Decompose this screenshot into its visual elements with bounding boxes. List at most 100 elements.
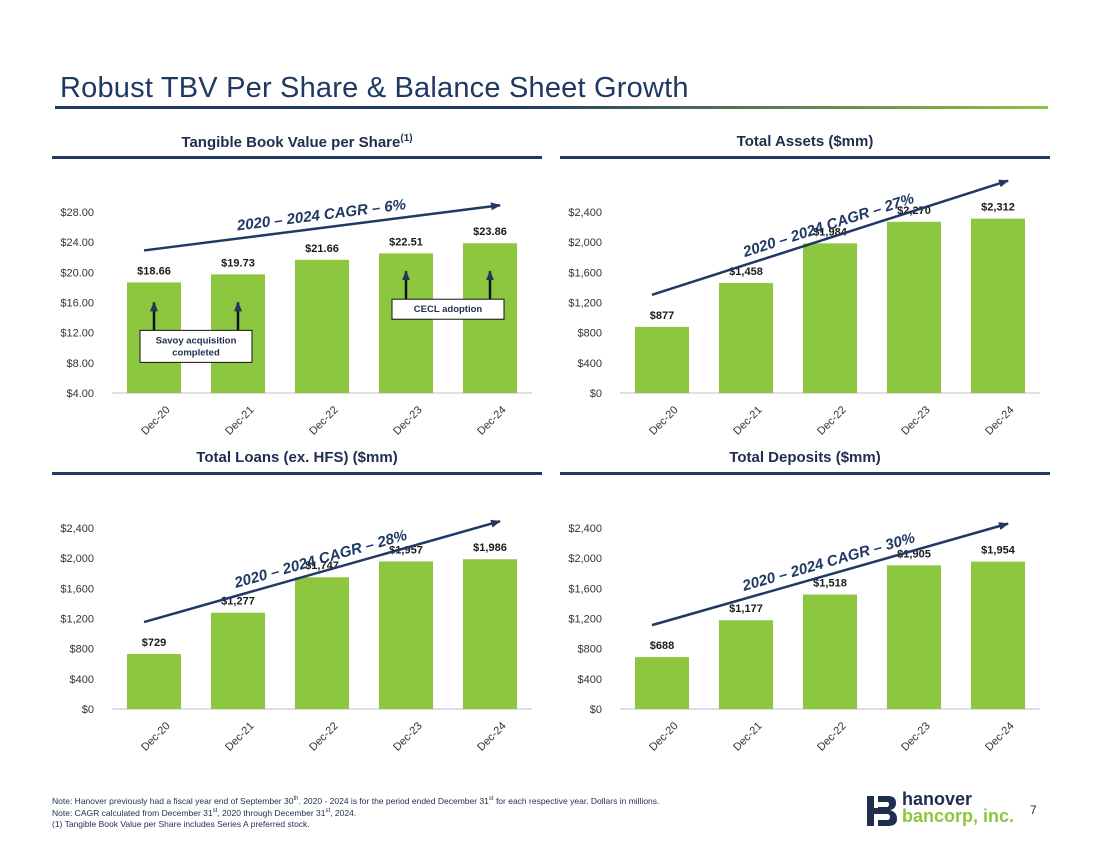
bar	[463, 559, 517, 709]
bar	[719, 283, 773, 393]
x-tick-label: Dec-23	[899, 720, 933, 754]
footnote-line: Note: CAGR calculated from December 31st…	[52, 806, 659, 818]
annotation-label-line: completed	[172, 347, 220, 358]
y-tick-label: $1,600	[60, 583, 94, 595]
bar-value-label: $688	[650, 640, 674, 652]
y-tick-label: $2,000	[568, 237, 602, 249]
y-tick-label: $8.00	[66, 358, 94, 370]
y-tick-label: $0	[82, 704, 94, 716]
footnote-sup: st	[488, 796, 494, 802]
y-tick-label: $2,400	[568, 207, 602, 219]
page-title: Robust TBV Per Share & Balance Sheet Gro…	[60, 72, 689, 104]
chart-title-text: Tangible Book Value per Share	[181, 134, 401, 151]
bar	[295, 259, 349, 393]
logo-line-1: hanover	[902, 789, 973, 809]
bar-value-label: $877	[650, 310, 674, 322]
cagr-trend-arrow	[651, 522, 1009, 627]
bar	[803, 594, 857, 709]
cagr-trend-arrow	[651, 179, 1009, 297]
annotation-label-line: Savoy acquisition	[156, 335, 237, 346]
bar-value-label: $1,954	[981, 545, 1016, 557]
x-tick-label: Dec-22	[815, 720, 849, 754]
x-tick-label: Dec-20	[139, 404, 173, 438]
y-tick-label: $1,600	[568, 267, 602, 279]
chart-title-text: Total Assets ($mm)	[736, 133, 874, 150]
bar	[971, 218, 1025, 393]
x-tick-label: Dec-24	[983, 720, 1017, 754]
footnote-text: Note: CAGR calculated from December 31	[52, 808, 213, 819]
bar	[379, 561, 433, 709]
bar	[127, 654, 181, 709]
y-tick-label: $0	[590, 388, 602, 400]
annotation-label-line: CECL adoption	[414, 304, 483, 315]
annotation-box	[391, 298, 505, 320]
chart-title-footnote: (1)	[400, 133, 413, 144]
footnote-sup: th	[293, 796, 299, 802]
hanover-logo: hanover bancorp, inc.	[866, 789, 1016, 829]
y-tick-label: $28.00	[60, 207, 94, 219]
page-number: 7	[1030, 803, 1037, 817]
annotation-label: CECL adoption	[414, 304, 483, 315]
footnote-line: (1) Tangible Book Value per Share includ…	[52, 819, 659, 830]
total-assets-chart: $0 $400 $800 $1,200 $1,600 $2,000 $2,400 $877 De…	[568, 179, 1040, 438]
x-tick-label: Dec-20	[139, 720, 173, 754]
x-tick-label: Dec-21	[223, 720, 257, 754]
y-tick-label: $0	[590, 704, 602, 716]
bar	[971, 561, 1025, 709]
bar-value-label: $19.73	[221, 257, 255, 269]
bar-value-label: $22.51	[389, 236, 423, 248]
footnote-text: Note: Hanover previously had a fiscal ye…	[52, 795, 294, 806]
cagr-trend-arrow	[143, 202, 501, 252]
y-tick-label: $800	[70, 644, 94, 656]
y-tick-label: $20.00	[60, 267, 94, 279]
bar	[295, 577, 349, 709]
x-tick-label: Dec-22	[815, 404, 849, 438]
bar	[719, 620, 773, 709]
y-tick-label: $1,200	[568, 298, 602, 310]
total-deposits-chart-panel: Total Deposits ($mm) $0 $400 $800 $1,200 $1,…	[560, 449, 1050, 769]
logo-line-2: bancorp, inc.	[902, 806, 1015, 826]
bar-value-label: $2,312	[981, 202, 1015, 214]
chart-title: Total Assets ($mm)	[560, 133, 1050, 150]
y-tick-label: $800	[578, 328, 602, 340]
x-tick-label: Dec-21	[731, 404, 765, 438]
chart-title: Total Loans (ex. HFS) ($mm)	[52, 449, 542, 466]
chart-title: Tangible Book Value per Share(1)	[52, 133, 542, 151]
x-tick-label: Dec-23	[391, 404, 425, 438]
footnote-sup: st	[325, 808, 331, 815]
y-tick-label: $800	[578, 644, 602, 656]
y-tick-label: $400	[70, 674, 94, 686]
bar-value-label: $1,986	[473, 542, 507, 554]
y-tick-label: $1,600	[568, 583, 602, 595]
hanover-logo-mark-icon	[867, 796, 897, 826]
x-tick-label: Dec-20	[647, 720, 681, 754]
y-tick-label: $1,200	[568, 614, 602, 626]
bar	[887, 565, 941, 709]
x-tick-label: Dec-22	[307, 404, 341, 438]
bar	[635, 326, 689, 393]
x-tick-label: Dec-20	[647, 404, 681, 438]
tbv-chart: $4.00 $8.00 $12.00 $16.00 $20.00 $24.00 $28.00…	[60, 196, 532, 438]
footnotes: Note: Hanover previously had a fiscal ye…	[52, 794, 659, 829]
x-tick-label: Dec-24	[983, 404, 1017, 438]
bar	[211, 612, 265, 709]
total-loans-chart-panel: Total Loans (ex. HFS) ($mm) $0 $400 $800 $1…	[52, 449, 542, 769]
bar	[803, 243, 857, 393]
footnote-text: , 2024.	[330, 808, 357, 819]
total-deposits-chart: $0 $400 $800 $1,200 $1,600 $2,000 $2,400 $688 De…	[568, 522, 1040, 754]
total-loans-chart: $0 $400 $800 $1,200 $1,600 $2,000 $2,400 $729 De…	[60, 519, 532, 754]
bar-value-label: $18.66	[137, 265, 171, 277]
bar-value-label: $21.66	[305, 243, 339, 255]
chart-title-text: Total Loans (ex. HFS) ($mm)	[196, 449, 398, 466]
x-tick-label: Dec-21	[223, 404, 257, 438]
y-tick-label: $16.00	[60, 298, 94, 310]
bar-value-label: $1,458	[729, 266, 763, 278]
x-tick-label: Dec-23	[899, 404, 933, 438]
chart-title-text: Total Deposits ($mm)	[729, 449, 881, 466]
logo-wordmark: hanover bancorp, inc.	[902, 789, 1015, 826]
annotation-label: Savoy acquisition completed	[156, 335, 237, 358]
bar	[635, 657, 689, 709]
footnote-sup: st	[212, 808, 218, 815]
y-tick-label: $2,000	[568, 553, 602, 565]
y-tick-label: $2,400	[60, 523, 94, 535]
